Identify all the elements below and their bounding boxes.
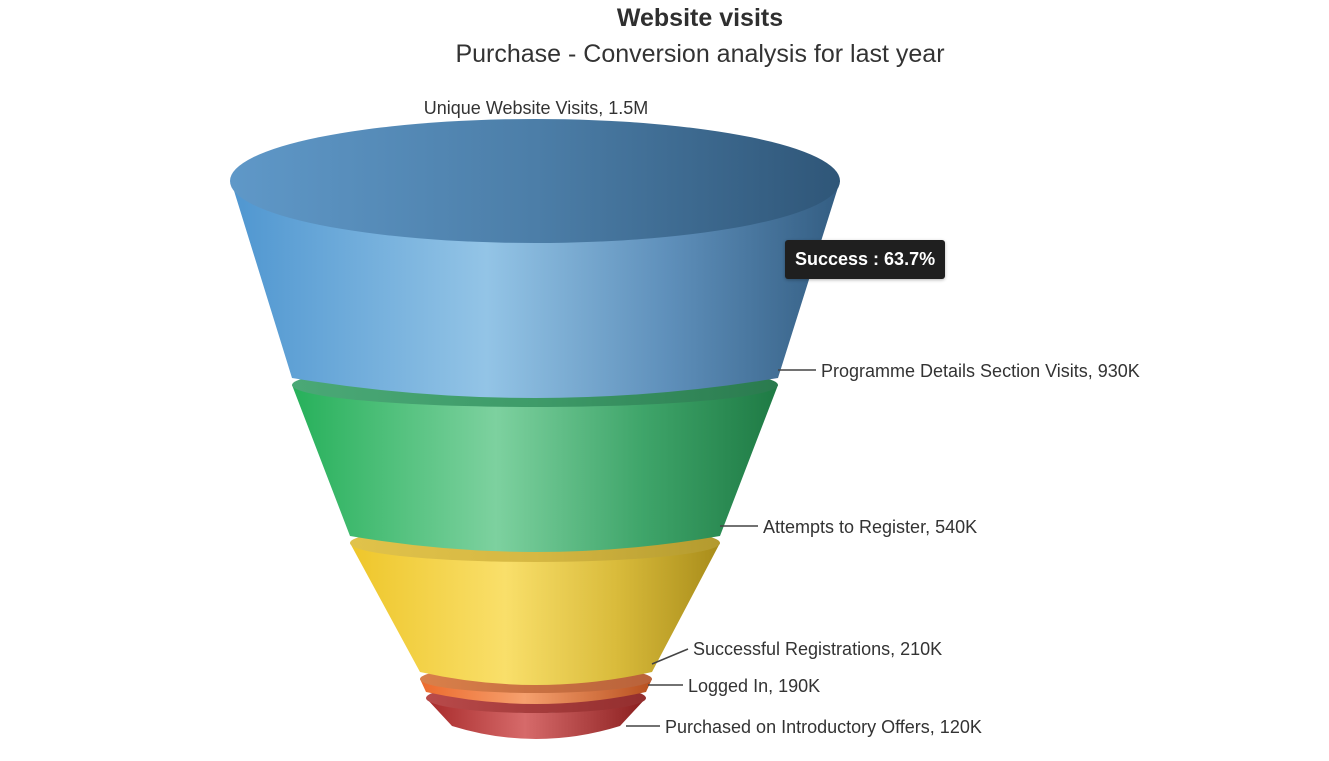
segment-label: Logged In, 190K xyxy=(688,676,820,696)
segment-label: Successful Registrations, 210K xyxy=(693,639,942,659)
funnel-segment-unique-visits[interactable] xyxy=(230,119,840,398)
segment-label: Programme Details Section Visits, 930K xyxy=(821,361,1140,381)
connector-line xyxy=(651,648,689,665)
chart-title: Website visits xyxy=(616,4,784,32)
chart-subtitle: Purchase - Conversion analysis for last … xyxy=(455,40,945,68)
tooltip: Success : 63.7% xyxy=(785,240,946,279)
segment-label: Attempts to Register, 540K xyxy=(763,517,977,537)
segment-label: Unique Website Visits, 1.5M xyxy=(424,98,648,118)
segment-label: Purchased on Introductory Offers, 120K xyxy=(665,717,982,737)
